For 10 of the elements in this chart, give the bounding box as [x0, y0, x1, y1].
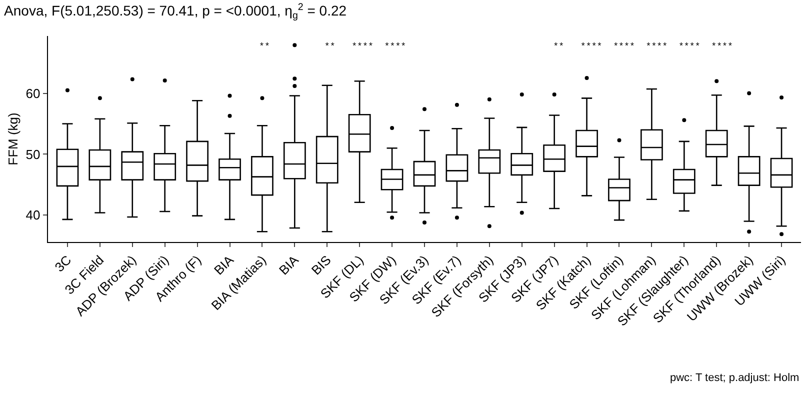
x-tick-label: BIA	[276, 252, 302, 278]
y-tick-label: 50	[26, 146, 40, 162]
x-tick-label: BIS	[308, 252, 334, 278]
y-tick-label: 40	[26, 208, 40, 223]
text: pwc: T test; p.adjust: Holm	[670, 372, 800, 384]
x-tick-label: 3C	[52, 252, 74, 275]
annotation: ** ** **** **** ** **** **** **** **** ****	[259, 41, 733, 52]
y-axis-title: FFM (kg)	[6, 112, 21, 166]
chart-title: Anova, F(5.01,250.53) = 70.41, p = <0.0001, η$_{g}$$^{2}$ = 0.22	[4, 2, 347, 22]
y-tick-label: 60	[26, 86, 40, 101]
